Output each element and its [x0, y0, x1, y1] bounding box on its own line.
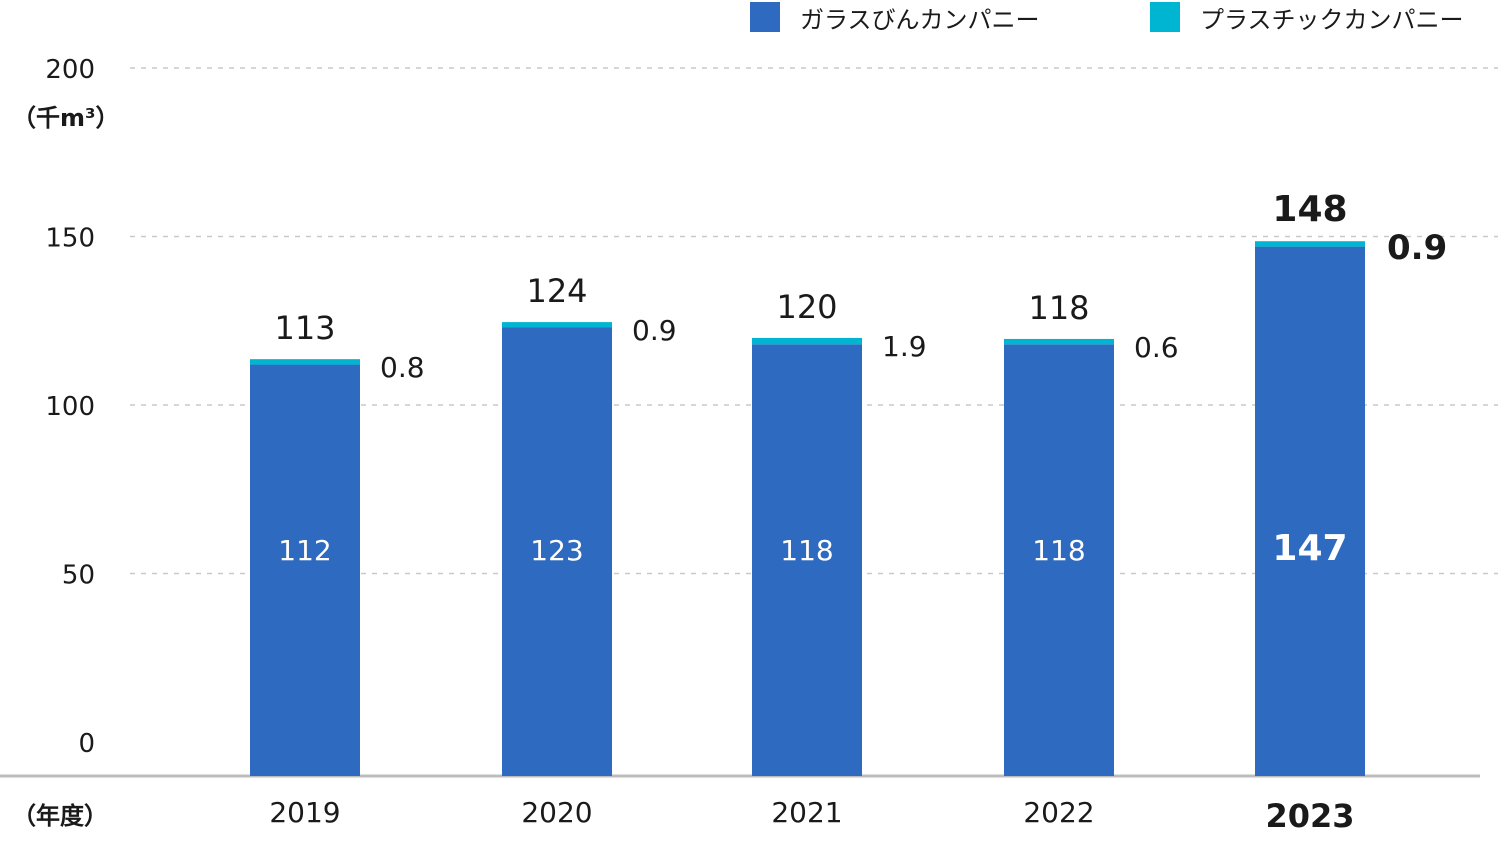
legend-label-plastic: プラスチックカンパニー: [1200, 5, 1464, 34]
total-label: 113: [274, 309, 335, 347]
bar-value-label: 112: [278, 534, 331, 567]
total-label: 120: [776, 288, 837, 326]
plastic-value-label: 0.9: [1387, 228, 1447, 268]
legend-item-glass: ガラスびんカンパニー: [750, 0, 1040, 34]
bar-value-label: 147: [1272, 528, 1347, 569]
y-tick-label: 50: [62, 561, 95, 591]
plastic-value-label: 0.6: [1134, 331, 1179, 364]
x-tick-label: 2019: [269, 796, 340, 829]
y-axis-unit: （千m³）: [12, 104, 120, 132]
bar-glass: [250, 364, 360, 776]
x-tick-label: 2020: [521, 796, 592, 829]
bar-glass: [752, 344, 862, 776]
x-tick-label: 2021: [771, 796, 842, 829]
plastic-value-label: 0.9: [632, 314, 677, 347]
plastic-value-label: 1.9: [882, 330, 927, 363]
bar-value-label: 118: [780, 534, 833, 567]
y-tick-label: 200: [45, 55, 95, 85]
total-label: 124: [526, 272, 587, 310]
bar-plastic: [1255, 241, 1365, 247]
bar-glass: [502, 327, 612, 776]
bar-plastic: [250, 359, 360, 365]
legend-swatch-plastic: [1150, 2, 1180, 32]
bar-glass: [1255, 246, 1365, 777]
bar-plastic: [752, 337, 862, 345]
y-tick-label: 150: [45, 224, 95, 254]
x-tick-label: 2022: [1023, 796, 1094, 829]
x-tick-label: 2023: [1265, 797, 1354, 835]
bar-glass: [1004, 344, 1114, 776]
y-tick-label: 100: [45, 392, 95, 422]
plastic-value-label: 0.8: [380, 351, 425, 384]
x-axis-unit: （年度）: [12, 802, 108, 830]
legend-item-plastic: プラスチックカンパニー: [1150, 0, 1464, 34]
bar-value-label: 118: [1032, 534, 1085, 567]
legend-label-glass: ガラスびんカンパニー: [800, 5, 1040, 34]
legend-swatch-glass: [750, 2, 780, 32]
total-label: 118: [1028, 289, 1089, 327]
bar-value-label: 123: [530, 534, 583, 567]
bar-plastic: [502, 322, 612, 328]
y-tick-label: 0: [78, 729, 95, 759]
bar-plastic: [1004, 338, 1114, 345]
total-label: 148: [1272, 189, 1347, 230]
